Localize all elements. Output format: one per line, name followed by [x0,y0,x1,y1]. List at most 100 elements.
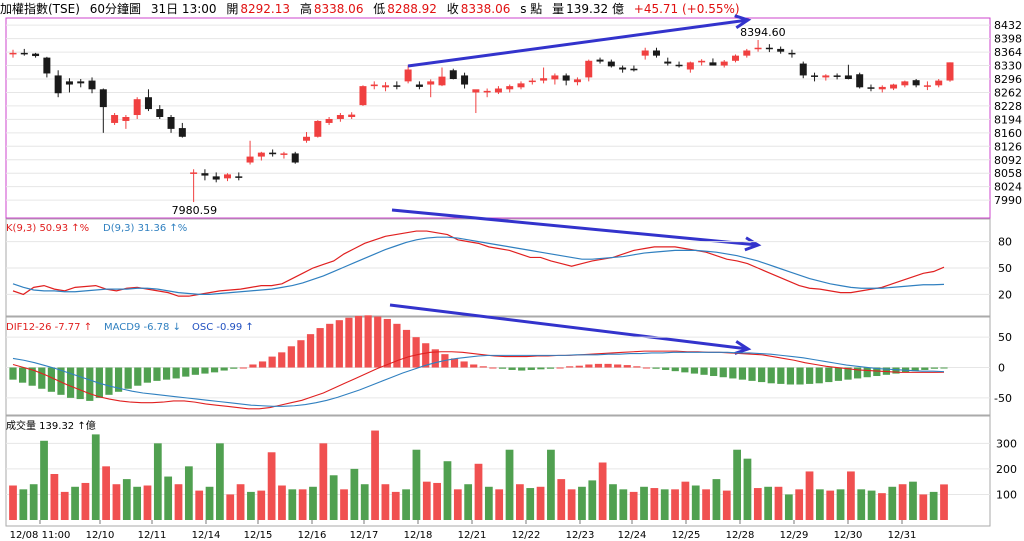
candle-body [675,64,683,67]
main-ytick-label: 8194 [994,113,1022,126]
candle-body [472,89,480,93]
volume-bar [650,488,659,520]
candle-body [912,80,920,86]
volume-ytick-label: 200 [996,463,1017,476]
volume-bar [795,489,804,520]
volume-bar [515,484,524,520]
candle-body [573,79,581,83]
volume-bar [867,490,876,520]
candle-body [449,70,457,79]
candle-body [483,90,491,93]
candle-body [743,50,751,56]
volume-bar [371,430,379,520]
volume-label: 量 [552,2,565,16]
candle-body [178,128,186,137]
candle-body [811,75,819,77]
volume-bar [195,490,204,520]
candle-body [269,152,277,155]
candle-body [427,81,435,85]
volume-bar [557,479,566,520]
volume-bar [205,486,214,520]
osc-bar [777,367,785,384]
volume-bar [350,468,359,520]
candle-body [923,85,931,87]
candle-body [359,86,367,106]
volume-bar [174,484,183,520]
macd-legend: MACD9 -6.78 ↓ [104,322,181,333]
candle-body [133,99,141,116]
volume-bar [443,461,452,520]
x-tick-label: 12/10 [86,530,115,541]
volume-bar [112,484,121,520]
osc-bar [681,367,689,373]
volume-bar [102,466,110,520]
main-ytick-label: 8228 [994,100,1022,113]
macd-trend-arrow-head [734,340,752,355]
kd-line-d [12,236,945,295]
osc-bar [9,367,17,380]
volume-bar [826,490,835,520]
candle-body [336,115,344,119]
x-tick-label: 12/08 11:00 [10,530,71,541]
candle-body [77,81,85,84]
osc-bar [172,367,180,379]
volume-bar [216,443,224,520]
osc-bar [940,367,948,369]
volume-bar [722,490,731,520]
osc-bar [633,366,641,368]
osc-bar [470,364,478,368]
candle-body [506,86,514,90]
x-tick-label: 12/25 [672,530,701,541]
high-value: 8338.06 [313,2,364,16]
osc-bar [700,367,708,375]
osc-bar [719,367,727,378]
osc-bar [690,367,699,374]
osc-bar [652,367,660,369]
x-tick-label: 12/11 [138,530,167,541]
candle-body [167,117,175,129]
volume-legend: 成交量 139.32 ↑億 [6,419,96,432]
high-label: 高 [299,2,312,16]
volume-bar [143,485,152,520]
volume-bar [878,493,886,520]
main-ytick-label: 8058 [994,167,1022,180]
candle-body [596,59,604,62]
x-tick-label: 12/30 [834,530,863,541]
volume-bar [474,463,483,520]
osc-bar [748,367,756,381]
osc-bar [326,323,334,368]
candle-body [833,75,841,77]
candle-body [20,52,28,55]
volume-bar [681,481,690,520]
change-value: +45.71 (+0.55%) [633,2,740,16]
volume-bar [547,449,555,520]
volume-bar [122,479,131,520]
candle-body [144,97,152,110]
volume-bar [309,486,317,520]
candle-body [540,78,548,81]
volume-bar [247,491,255,520]
candle-body [461,75,469,85]
osc-bar [153,367,161,381]
x-tick-label: 12/16 [298,530,327,541]
osc-bar [508,367,516,370]
osc-bar [489,367,497,369]
volume-bar [743,458,752,520]
volume-bar [298,489,307,520]
candle-body [404,69,412,82]
candle-body [867,87,875,89]
candle-body [585,60,593,78]
candle-body [280,153,288,155]
candle-body [111,115,119,123]
main-ytick-label: 8262 [994,86,1022,99]
volume-bar [536,486,545,520]
x-tick-label: 12/24 [618,530,647,541]
volume-bar [888,486,897,520]
low-value: 8288.92 [387,2,437,16]
candle-body [246,156,254,163]
osc-bar [546,367,555,369]
low-label: 低 [373,2,386,16]
candle-body [720,61,728,66]
candle-body [641,50,649,56]
volume-bar [319,443,328,520]
